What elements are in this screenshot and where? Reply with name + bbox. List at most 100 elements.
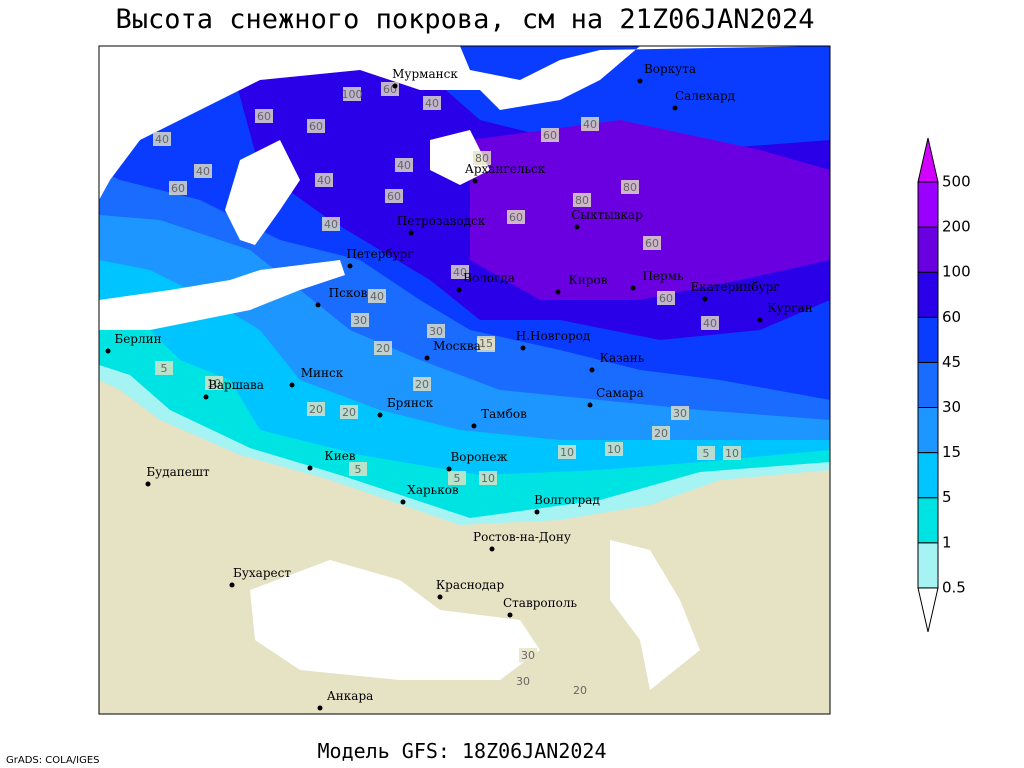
contour-label: 5 — [161, 362, 168, 375]
contour-label: 40 — [196, 165, 210, 178]
contour-label-bg — [657, 291, 675, 305]
contour-label-bg — [315, 173, 333, 187]
colorbar-label: 500 — [942, 173, 971, 191]
model-caption: Модель GFS: 18Z06JAN2024 — [318, 739, 607, 763]
city-dot — [408, 230, 414, 236]
contour-label-bg — [322, 217, 340, 231]
contour-label: 40 — [324, 218, 338, 231]
contour-label: 60 — [509, 211, 523, 224]
city-dot — [507, 612, 513, 618]
colorbar-label: 60 — [942, 308, 961, 326]
contour-label-bg — [519, 648, 537, 662]
city-dot — [105, 348, 111, 354]
contour-label-bg — [205, 376, 223, 390]
city-label: Бухарест — [233, 566, 291, 580]
city-label: Москва — [433, 339, 481, 353]
contour-label-bg — [343, 87, 361, 101]
city-dot — [520, 345, 526, 351]
contour-label: 100 — [342, 88, 363, 101]
city-label: Берлин — [114, 332, 161, 346]
city-label: Петербург — [346, 247, 413, 261]
city-dot — [317, 705, 323, 711]
contour-label-bg — [621, 180, 639, 194]
city-label: Воронеж — [450, 450, 507, 464]
contour-label: 60 — [645, 237, 659, 250]
city-dot — [672, 105, 678, 111]
contour-label-bg — [643, 236, 661, 250]
city-dot — [534, 509, 540, 515]
city-dot — [702, 296, 708, 302]
contour-label: 10 — [207, 377, 221, 390]
city-dot — [446, 466, 452, 472]
contour-label: 20 — [573, 684, 587, 697]
contour-label: 20 — [309, 403, 323, 416]
contour-label-bg — [473, 151, 491, 165]
contour-label-bg — [385, 189, 403, 203]
credit: GrADS: COLA/IGES — [6, 755, 100, 766]
city-label: Псков — [329, 286, 368, 300]
contour-label: 60 — [309, 120, 323, 133]
colorbar-high — [917, 137, 939, 183]
contour-label: 30 — [521, 649, 535, 662]
city-dot — [437, 594, 443, 600]
city-label: Петрозаводск — [397, 214, 486, 228]
contour-label: 20 — [376, 342, 390, 355]
contour-label: 60 — [171, 182, 185, 195]
contour-label: 15 — [479, 337, 493, 350]
city-label: Минск — [301, 366, 344, 380]
city-label: Казань — [600, 351, 645, 365]
city-label: Вологда — [463, 271, 515, 285]
contour-label: 40 — [317, 174, 331, 187]
city-label: Мурманск — [392, 67, 458, 81]
contour-label: 5 — [703, 447, 710, 460]
contour-label-bg — [581, 117, 599, 131]
city-label: Ростов-на-Дону — [473, 530, 571, 544]
city-label: Салехард — [675, 89, 735, 103]
colorbar-label: 5 — [942, 488, 952, 506]
city-dot — [392, 83, 398, 89]
contour-label-bg — [697, 446, 715, 460]
contour-label-bg — [541, 128, 559, 142]
city-dot — [589, 367, 595, 373]
city-dot — [229, 582, 235, 588]
contour-label: 80 — [623, 181, 637, 194]
city-dot — [347, 263, 353, 269]
city-dot — [377, 412, 383, 418]
contour-label-bg — [605, 442, 623, 456]
city-dot — [203, 394, 209, 400]
colorbar-label: 1 — [942, 533, 952, 551]
colorbar-low — [917, 587, 939, 633]
title: Высота снежного покрова, см на 21Z06JAN2… — [116, 4, 815, 35]
contour-label: 20 — [654, 427, 668, 440]
colorbar-box — [917, 452, 939, 499]
city-dot — [574, 224, 580, 230]
city-label: Пермь — [642, 269, 684, 283]
contour-label-bg — [479, 471, 497, 485]
contour-label-bg — [573, 193, 591, 207]
contour-label-bg — [671, 406, 689, 420]
city-dot — [555, 289, 561, 295]
contour-label-bg — [571, 683, 589, 697]
contour-label-bg — [340, 405, 358, 419]
city-dot — [587, 402, 593, 408]
contour-label: 80 — [475, 152, 489, 165]
colorbar-label: 15 — [942, 443, 961, 461]
contour-label: 30 — [516, 675, 530, 688]
city-label: Ставрополь — [503, 596, 577, 610]
contour-label-bg — [307, 402, 325, 416]
contour-label: 5 — [454, 472, 461, 485]
colorbar-box — [917, 316, 939, 363]
city-label: Краснодар — [436, 578, 505, 592]
city-dot — [145, 481, 151, 487]
city-label: Брянск — [387, 396, 434, 410]
contour-label-bg — [413, 377, 431, 391]
contour-label-bg — [374, 341, 392, 355]
city-dot — [757, 317, 763, 323]
city-label: Екатеринбург — [690, 280, 779, 294]
city-label: Воркута — [644, 62, 696, 76]
contour-label: 60 — [387, 190, 401, 203]
city-label: Волгоград — [534, 493, 600, 507]
city-label: Киев — [324, 449, 355, 463]
colorbar-label: 0.5 — [942, 578, 966, 596]
contour-label: 30 — [429, 325, 443, 338]
